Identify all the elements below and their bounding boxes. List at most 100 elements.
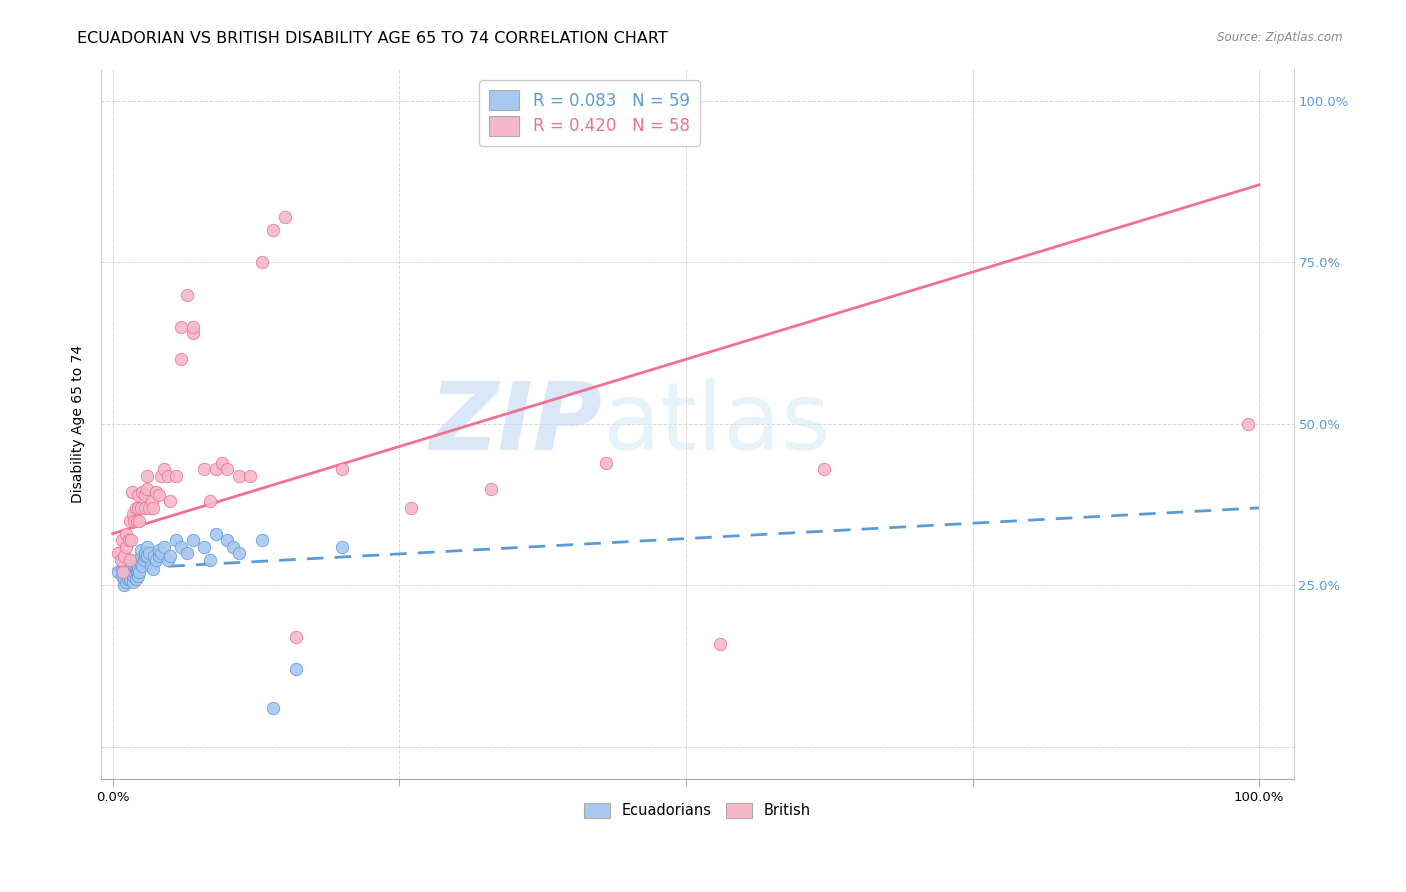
Point bbox=[159, 494, 181, 508]
Point bbox=[111, 533, 134, 548]
Point bbox=[136, 549, 159, 564]
Legend: Ecuadorians, British: Ecuadorians, British bbox=[576, 796, 818, 825]
Point bbox=[112, 572, 135, 586]
Point bbox=[153, 462, 176, 476]
Point bbox=[149, 546, 172, 560]
Point bbox=[273, 210, 295, 224]
Point bbox=[124, 514, 146, 528]
Point bbox=[330, 462, 353, 476]
Point bbox=[111, 568, 134, 582]
Point bbox=[134, 546, 156, 560]
Point bbox=[131, 559, 153, 574]
Point bbox=[170, 352, 193, 367]
Point bbox=[124, 500, 146, 515]
Point bbox=[205, 462, 228, 476]
Point bbox=[141, 494, 163, 508]
Point bbox=[124, 566, 146, 580]
Point bbox=[112, 578, 135, 592]
Point bbox=[136, 540, 159, 554]
Text: Source: ZipAtlas.com: Source: ZipAtlas.com bbox=[1218, 31, 1343, 45]
Point bbox=[153, 540, 176, 554]
Point bbox=[142, 549, 165, 564]
Point bbox=[330, 540, 353, 554]
Point bbox=[127, 562, 149, 576]
Point bbox=[118, 566, 141, 580]
Point bbox=[228, 546, 250, 560]
Point bbox=[181, 326, 204, 341]
Point bbox=[198, 552, 221, 566]
Point bbox=[217, 462, 239, 476]
Point bbox=[138, 500, 160, 515]
Point bbox=[165, 468, 187, 483]
Point bbox=[193, 462, 215, 476]
Point bbox=[250, 533, 273, 548]
Point bbox=[115, 540, 138, 554]
Point bbox=[120, 562, 142, 576]
Point bbox=[134, 549, 156, 564]
Point bbox=[165, 533, 187, 548]
Point bbox=[1236, 417, 1258, 431]
Point bbox=[134, 488, 156, 502]
Point bbox=[181, 533, 204, 548]
Point bbox=[262, 223, 284, 237]
Point bbox=[125, 566, 148, 580]
Point bbox=[142, 562, 165, 576]
Point bbox=[128, 514, 150, 528]
Point bbox=[128, 566, 150, 580]
Point bbox=[118, 552, 141, 566]
Point bbox=[149, 468, 172, 483]
Point bbox=[134, 500, 156, 515]
Point bbox=[131, 542, 153, 557]
Point bbox=[124, 572, 146, 586]
Point bbox=[148, 549, 170, 564]
Point bbox=[250, 255, 273, 269]
Point bbox=[124, 562, 146, 576]
Point bbox=[131, 549, 153, 564]
Point bbox=[181, 320, 204, 334]
Point bbox=[228, 468, 250, 483]
Point bbox=[148, 542, 170, 557]
Point bbox=[112, 549, 135, 564]
Text: ECUADORIAN VS BRITISH DISABILITY AGE 65 TO 74 CORRELATION CHART: ECUADORIAN VS BRITISH DISABILITY AGE 65 … bbox=[77, 31, 668, 46]
Point bbox=[399, 500, 422, 515]
Point bbox=[118, 533, 141, 548]
Point bbox=[239, 468, 262, 483]
Point bbox=[145, 484, 167, 499]
Point bbox=[159, 549, 181, 564]
Point bbox=[156, 552, 179, 566]
Point bbox=[131, 484, 153, 499]
Point bbox=[217, 533, 239, 548]
Point bbox=[138, 546, 160, 560]
Point bbox=[156, 468, 179, 483]
Point bbox=[148, 488, 170, 502]
Text: atlas: atlas bbox=[602, 378, 831, 470]
Point bbox=[170, 320, 193, 334]
Point bbox=[124, 559, 146, 574]
Point bbox=[176, 287, 198, 301]
Point bbox=[193, 540, 215, 554]
Point bbox=[115, 575, 138, 590]
Point bbox=[595, 456, 617, 470]
Point bbox=[132, 552, 155, 566]
Point bbox=[211, 456, 233, 470]
Point bbox=[479, 482, 502, 496]
Point bbox=[131, 556, 153, 570]
Point bbox=[136, 482, 159, 496]
Point bbox=[170, 540, 193, 554]
Point bbox=[118, 552, 141, 566]
Point bbox=[176, 546, 198, 560]
Point bbox=[127, 568, 149, 582]
Point bbox=[122, 508, 145, 522]
Point bbox=[121, 484, 143, 499]
Point bbox=[115, 526, 138, 541]
Point bbox=[112, 559, 135, 574]
Point bbox=[285, 662, 308, 676]
Text: ZIP: ZIP bbox=[429, 378, 602, 470]
Point bbox=[125, 559, 148, 574]
Point bbox=[139, 559, 162, 574]
Point bbox=[262, 701, 284, 715]
Point bbox=[127, 488, 149, 502]
Point bbox=[131, 500, 153, 515]
Point bbox=[142, 500, 165, 515]
Point bbox=[118, 559, 141, 574]
